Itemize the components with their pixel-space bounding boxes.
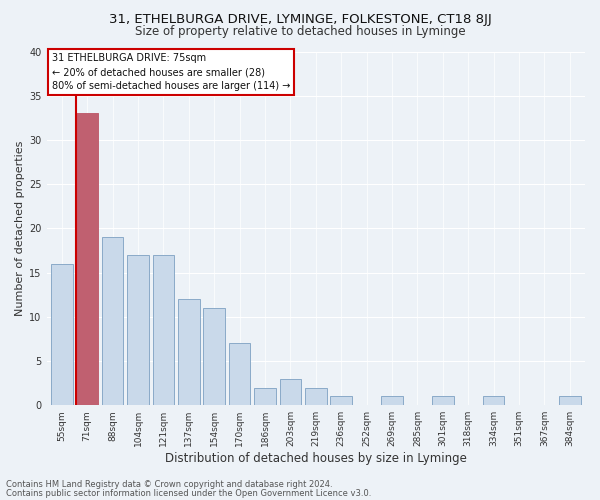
- Bar: [381, 396, 403, 405]
- Text: Size of property relative to detached houses in Lyminge: Size of property relative to detached ho…: [134, 25, 466, 38]
- Bar: [254, 388, 276, 405]
- Text: 31, ETHELBURGA DRIVE, LYMINGE, FOLKESTONE, CT18 8JJ: 31, ETHELBURGA DRIVE, LYMINGE, FOLKESTON…: [109, 12, 491, 26]
- Bar: [331, 396, 352, 405]
- X-axis label: Distribution of detached houses by size in Lyminge: Distribution of detached houses by size …: [165, 452, 467, 465]
- Bar: [127, 255, 149, 405]
- Text: 31 ETHELBURGA DRIVE: 75sqm
← 20% of detached houses are smaller (28)
80% of semi: 31 ETHELBURGA DRIVE: 75sqm ← 20% of deta…: [52, 54, 290, 92]
- Bar: [559, 396, 581, 405]
- Bar: [102, 237, 124, 405]
- Bar: [152, 255, 174, 405]
- Bar: [432, 396, 454, 405]
- Bar: [305, 388, 326, 405]
- Text: Contains public sector information licensed under the Open Government Licence v3: Contains public sector information licen…: [6, 488, 371, 498]
- Y-axis label: Number of detached properties: Number of detached properties: [15, 140, 25, 316]
- Bar: [51, 264, 73, 405]
- Bar: [178, 299, 200, 405]
- Bar: [483, 396, 505, 405]
- Bar: [203, 308, 225, 405]
- Bar: [280, 378, 301, 405]
- Text: Contains HM Land Registry data © Crown copyright and database right 2024.: Contains HM Land Registry data © Crown c…: [6, 480, 332, 489]
- Bar: [229, 344, 250, 405]
- Bar: [76, 114, 98, 405]
